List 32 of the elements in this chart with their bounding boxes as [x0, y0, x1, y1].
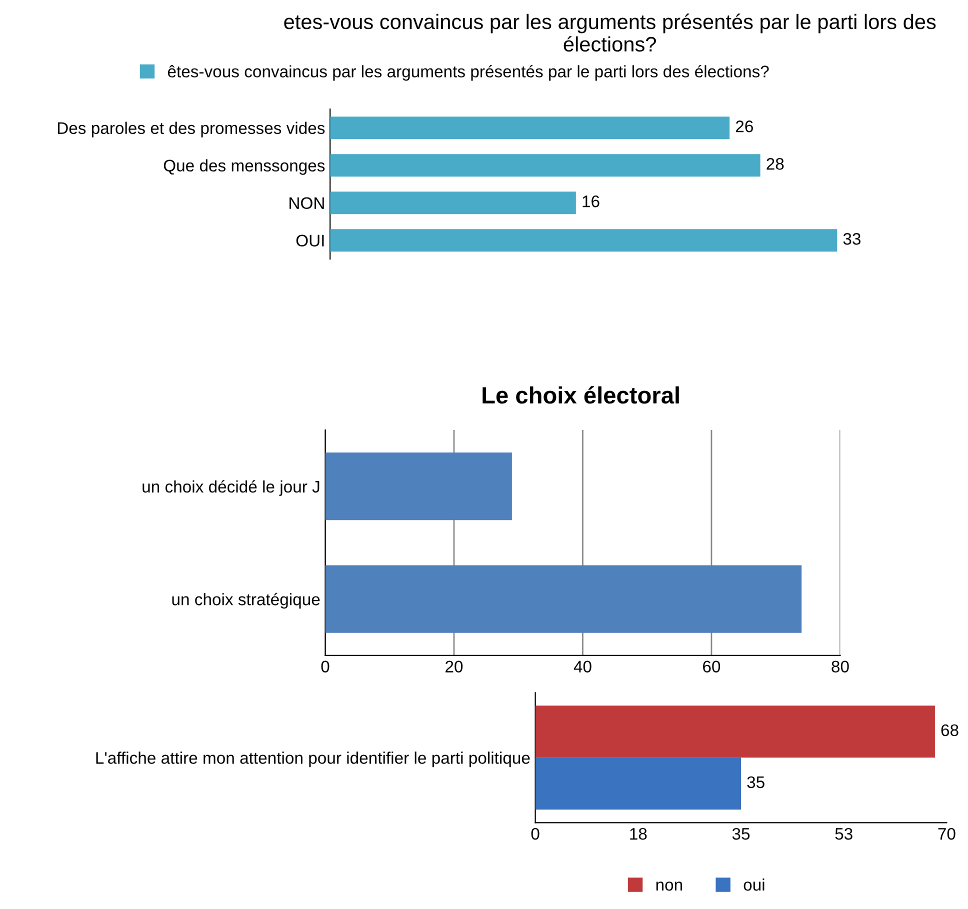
y-tick-label: un choix décidé le jour J	[142, 480, 320, 496]
data-label: 26	[736, 120, 753, 132]
chart-title: Le choix électoral	[482, 386, 679, 404]
x-tick-label: 20	[446, 660, 463, 672]
x-tick-label: 35	[732, 828, 750, 840]
data-label: 28	[766, 158, 784, 170]
legend-label: oui	[744, 878, 764, 891]
y-tick-label: Que des menssonges	[164, 159, 325, 175]
data-label: 16	[582, 195, 600, 208]
bar	[330, 229, 838, 252]
y-tick-label: L'affiche attire mon attention pour identifier le parti politique	[96, 752, 530, 768]
bar	[330, 192, 576, 214]
data-label: 35	[747, 776, 764, 788]
x-tick-label: 0	[531, 828, 540, 840]
legend-label: non	[656, 882, 682, 891]
bar	[330, 154, 760, 177]
chart-title: etes-vous convaincus par les arguments présentés par le parti lors des élections?	[284, 14, 936, 52]
data-label: 68	[941, 724, 958, 736]
x-tick-label: 60	[703, 660, 720, 672]
legend-label: êtes-vous convaincus par les arguments présentés par le parti lors des élections?	[168, 64, 769, 81]
x-tick-label: 53	[835, 828, 852, 840]
y-tick-label: Des paroles et des promesses vides	[58, 122, 325, 138]
bar	[330, 116, 730, 140]
x-tick-label: 40	[574, 660, 592, 672]
data-label: 33	[843, 232, 860, 245]
x-tick-label: 18	[630, 828, 647, 840]
y-tick-label: OUI	[296, 234, 324, 247]
x-tick-label: 70	[938, 828, 956, 840]
x-tick-label: 0	[321, 660, 330, 672]
y-tick-label: un choix stratégique	[172, 592, 320, 609]
y-tick-label: NON	[290, 197, 324, 210]
x-tick-label: 80	[832, 660, 849, 672]
